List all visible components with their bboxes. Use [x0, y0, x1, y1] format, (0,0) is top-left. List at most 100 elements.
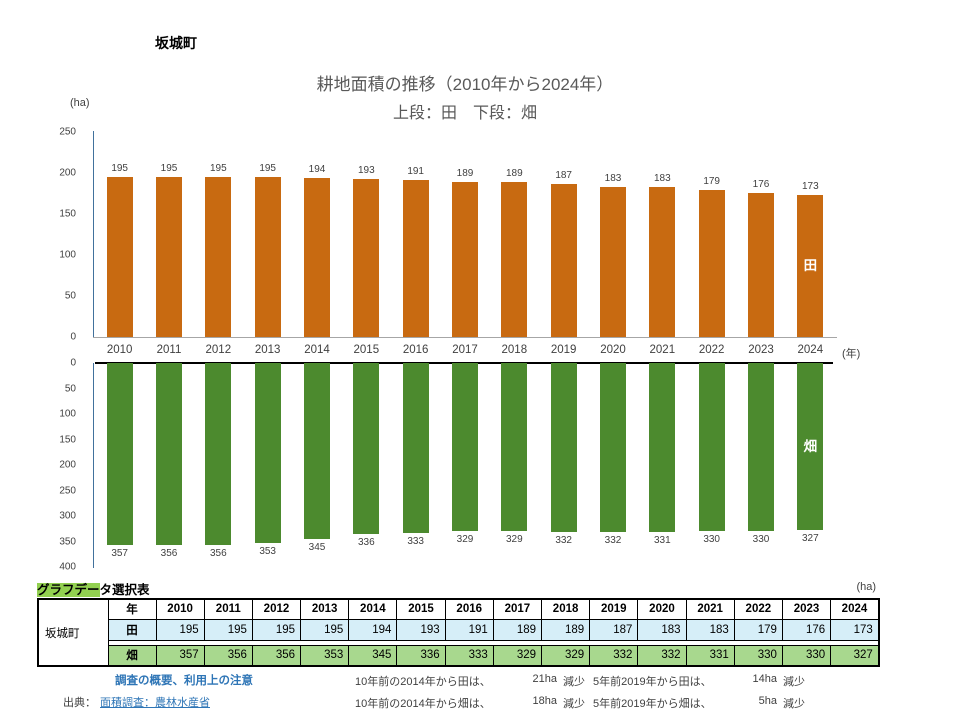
- field-bar-value: 329: [456, 533, 474, 545]
- paddy-bar-slot: 183: [588, 132, 637, 337]
- table-year-cell: 2010: [155, 598, 205, 620]
- field-bar-slot: 327: [786, 363, 835, 567]
- y-axis-tick-label: 100: [59, 249, 76, 261]
- paddy-bar: [649, 186, 676, 337]
- y-axis-tick-label: 50: [64, 383, 76, 394]
- table-value-cell: 195: [251, 618, 302, 641]
- field-bar-value: 331: [653, 534, 671, 546]
- x-axis-year-label: 2010: [106, 344, 133, 356]
- x-axis-year-label: 2012: [205, 344, 232, 356]
- field-bar-slot: 357: [95, 363, 144, 567]
- paddy-bar-slot: 173: [786, 132, 835, 337]
- table-value-cell: 189: [492, 618, 543, 641]
- paddy-bar: [303, 177, 330, 337]
- paddy-bar: [747, 192, 774, 337]
- y-axis-tick-label: 50: [64, 290, 76, 302]
- paddy-bar-value: 195: [111, 163, 128, 175]
- paddy-bar: [797, 195, 824, 337]
- paddy-bar: [550, 183, 577, 337]
- field-bar: [599, 363, 626, 533]
- field-bar: [698, 363, 725, 532]
- field-bar-value: 333: [407, 535, 424, 547]
- field-bar: [254, 363, 281, 543]
- table-row-label: 田: [107, 618, 157, 641]
- table-year-header: 年: [107, 598, 157, 620]
- x-axis-year-label: 2015: [353, 344, 380, 356]
- paddy-bar-value: 179: [703, 176, 720, 188]
- paddy-bar: [155, 177, 182, 337]
- note-paddy-5yr: 5年前2019年から田は、 14ha 減少: [593, 673, 805, 689]
- field-bar-slot: 332: [539, 363, 588, 567]
- lower-y-axis-ticks: 0 50 100 150 200 250 300 350 400: [28, 358, 76, 573]
- field-bar-slot: 329: [490, 363, 539, 567]
- paddy-bar-value: 176: [752, 178, 770, 190]
- table-year-cell: 2016: [444, 598, 494, 620]
- table-data-row: 田 195 195 195 195 194 193 191 189 189 187 183 183 179…: [38, 618, 880, 641]
- table-year-cell: 2024: [830, 598, 880, 620]
- paddy-bar: [106, 177, 133, 337]
- field-bar-value: 329: [505, 533, 523, 545]
- paddy-bar-value: 183: [653, 172, 671, 184]
- table-value-cell: 333: [444, 644, 494, 667]
- x-axis-year-label: 2019: [550, 344, 577, 356]
- x-axis-year-label: 2023: [748, 344, 774, 356]
- paddy-bar: [698, 190, 725, 337]
- paddy-bar-value: 189: [456, 168, 474, 179]
- field-bar-slot: 331: [638, 363, 687, 567]
- note-value: 5ha: [758, 695, 777, 707]
- paddy-bar-slot: 193: [342, 132, 391, 337]
- field-bar: [205, 363, 232, 545]
- field-bar-slot: 353: [243, 363, 292, 567]
- y-axis-tick-label: 350: [59, 536, 76, 547]
- table-year-cell: 2011: [203, 598, 253, 620]
- note-suffix: 減少: [783, 676, 805, 688]
- table-year-cell: 2014: [348, 598, 398, 620]
- table-value-cell: 331: [685, 644, 735, 667]
- paddy-bar-slot: 189: [440, 132, 489, 337]
- x-axis-year-label: 2017: [452, 344, 478, 356]
- paddy-bar-slot: 183: [638, 132, 687, 337]
- table-value-cell: 183: [637, 618, 687, 641]
- x-axis-year-label: 2016: [402, 344, 429, 356]
- paddy-bar-slot: 195: [243, 132, 292, 337]
- table-title: グラフデータ選択表: [37, 579, 150, 598]
- table-municipality-cell: 坂城町: [37, 598, 109, 667]
- table-value-cell: 357: [155, 644, 205, 667]
- upper-x-axis-line: [93, 336, 837, 339]
- x-axis-year-label: 2022: [698, 344, 725, 356]
- paddy-bar-slot: 179: [687, 132, 736, 337]
- field-bar-slot: 345: [292, 363, 341, 567]
- table-year-cell: 2022: [733, 598, 783, 620]
- paddy-bar-value: 195: [209, 163, 227, 175]
- paddy-bar-slot: 191: [391, 132, 440, 337]
- table-year-cell: 2012: [251, 598, 302, 620]
- table-value-cell: 356: [203, 644, 253, 667]
- table-title-highlight: グラフデー: [37, 583, 100, 597]
- paddy-bar-value: 194: [308, 163, 326, 175]
- survey-overview-link[interactable]: 調査の概要、利用上の注意: [115, 675, 253, 687]
- paddy-bar-value: 195: [259, 163, 276, 175]
- note-suffix: 減少: [563, 698, 585, 710]
- field-bar-slot: 332: [588, 363, 637, 567]
- paddy-bar: [353, 178, 380, 337]
- x-axis-year-label: 2020: [600, 344, 626, 356]
- field-bar-value: 357: [111, 548, 128, 560]
- paddy-bar-value: 183: [604, 172, 622, 184]
- table-value-cell: 327: [830, 644, 880, 667]
- x-axis-year-label: 2024: [797, 344, 824, 356]
- y-axis-tick-label: 250: [59, 485, 76, 496]
- table-value-cell: 183: [685, 618, 735, 641]
- note-field-5yr: 5年前2019年から畑は、 5ha 減少: [593, 695, 805, 711]
- field-bar-value: 345: [308, 541, 326, 553]
- note-suffix: 減少: [563, 676, 585, 688]
- table-value-cell: 194: [348, 618, 398, 641]
- note-suffix: 減少: [783, 698, 805, 710]
- field-bar: [155, 363, 182, 545]
- note-field-10yr: 10年前の2014年から畑は、 18ha 減少: [355, 695, 585, 711]
- y-axis-tick-label: 100: [59, 408, 76, 420]
- field-bar-value: 332: [555, 535, 572, 547]
- field-bar-value: 327: [801, 532, 819, 544]
- table-value-cell: 189: [540, 618, 591, 641]
- source-link[interactable]: 面積調査：農林水産省: [100, 697, 210, 709]
- lower-x-axis-line: [95, 362, 833, 364]
